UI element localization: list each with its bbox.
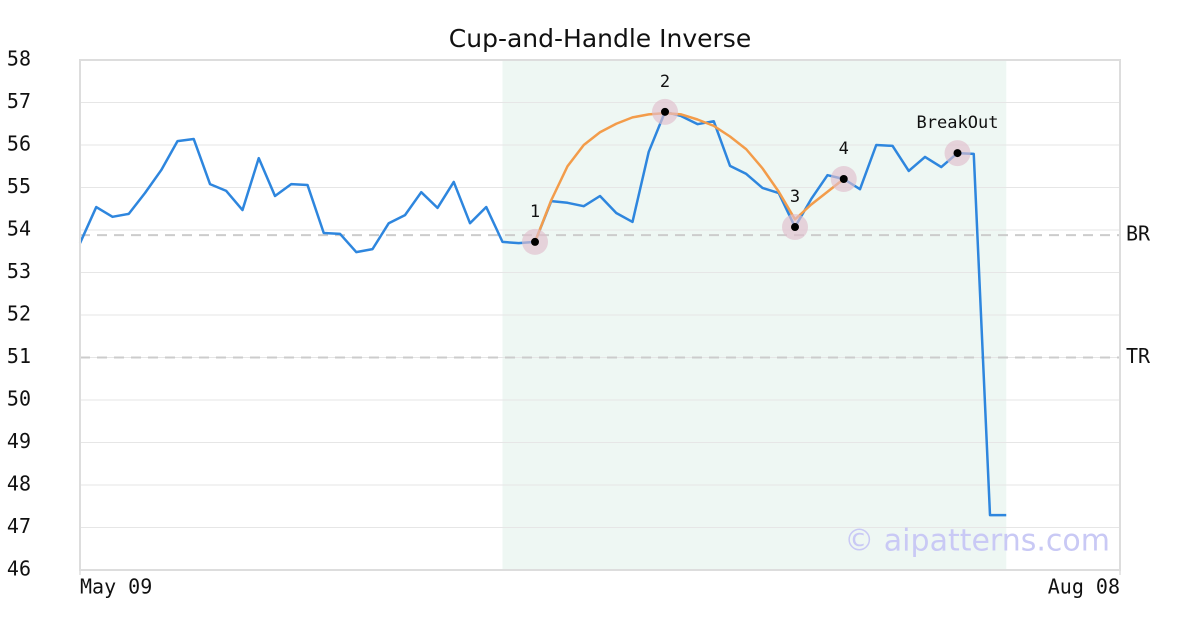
y-tick-label: 49 [7,429,31,453]
pattern-label: 3 [790,187,800,207]
level-label: TR [1126,344,1151,368]
y-tick-label: 47 [7,514,31,538]
pattern-point [839,175,848,183]
watermark: © aipatterns.com [844,524,1110,559]
pattern-label: BreakOut [917,113,999,133]
level-label: BR [1126,222,1151,246]
plot-frame [79,59,1121,571]
y-tick-label: 54 [7,217,31,241]
pattern-point [531,237,539,246]
y-tick-label: 50 [7,387,31,411]
y-tick-label: 51 [7,344,31,368]
pattern-label: 2 [660,72,670,92]
pattern-label: 1 [530,202,540,222]
y-tick-label: 46 [7,557,31,581]
y-tick-label: 58 [7,47,31,71]
pattern-point [953,149,962,158]
y-tick-label: 48 [7,472,31,496]
chart-title: Cup-and-Handle Inverse [449,24,751,53]
y-tick-label: 56 [7,132,31,156]
pattern-label: 4 [839,139,849,159]
pattern-point [791,223,799,232]
y-tick-label: 57 [7,89,31,113]
pattern-point [661,107,669,116]
x-tick-label: May 09 [80,575,152,599]
y-tick-label: 53 [7,259,31,283]
y-tick-label: 55 [7,174,31,198]
x-tick-label: Aug 08 [1048,575,1120,599]
y-tick-label: 52 [7,302,31,326]
